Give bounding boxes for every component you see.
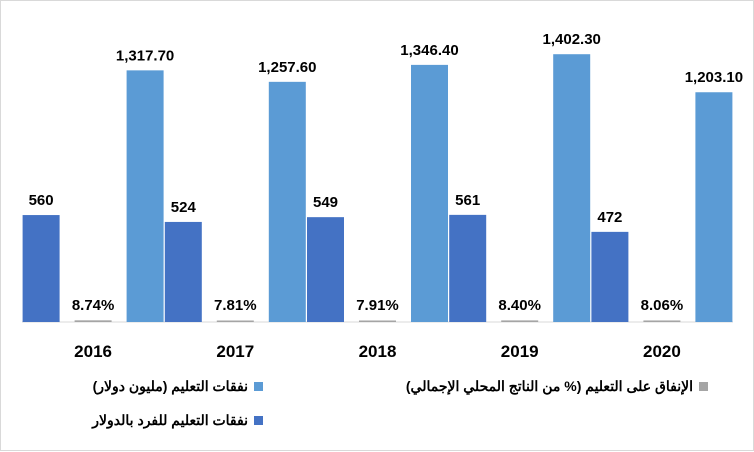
data-label-0-2019: 561: [455, 192, 480, 209]
bar-0-2017: [164, 221, 202, 322]
data-label-1-2020: 8.06%: [641, 297, 684, 314]
bar-0-2018: [307, 217, 344, 322]
bar-0-2019: [449, 214, 487, 322]
data-label-0-2017: 524: [171, 199, 197, 216]
data-label-1-2016: 8.74%: [72, 297, 115, 314]
data-label-1-2019: 8.40%: [498, 297, 541, 314]
legend-item-total: نفقات التعليم (مليون دولار): [93, 378, 263, 395]
bar-2-2016: [126, 70, 164, 322]
x-tick-label-2020: 2020: [643, 342, 681, 361]
data-label-2-2020: 1,203.10: [685, 69, 743, 86]
data-label-1-2018: 7.91%: [356, 297, 399, 314]
legend-label-gdp: الإنفاق على التعليم (% من الناتج المحلي …: [405, 378, 693, 394]
data-label-0-2018: 549: [313, 194, 338, 211]
data-label-2-2019: 1,402.30: [543, 31, 601, 48]
bar-0-2016: [22, 215, 60, 322]
x-tick-label-2017: 2017: [216, 342, 254, 361]
legend-swatch-total: [254, 382, 263, 391]
bar-0-2020: [591, 231, 629, 322]
bar-2-2019: [553, 54, 591, 323]
bar-1-2016: [74, 320, 112, 322]
legend-swatch-per-capita: [254, 416, 263, 425]
data-label-2-2016: 1,317.70: [116, 47, 174, 64]
x-tick-label-2018: 2018: [359, 342, 397, 361]
legend-swatch-gdp: [699, 382, 708, 391]
data-label-0-2016: 560: [29, 192, 54, 209]
legend-item-gdp: الإنفاق على التعليم (% من الناتج المحلي …: [406, 378, 708, 395]
data-label-1-2017: 7.81%: [214, 297, 257, 314]
legend-label-per-capita: نفقات التعليم للفرد بالدولار: [92, 412, 248, 428]
data-label-0-2020: 472: [597, 209, 622, 226]
x-tick-label-2019: 2019: [501, 342, 539, 361]
data-label-2-2017: 1,257.60: [258, 59, 316, 76]
legend-label-total: نفقات التعليم (مليون دولار): [92, 378, 248, 394]
bar-2-2017: [268, 81, 306, 323]
bar-1-2019: [501, 320, 539, 322]
bar-2-2018: [411, 64, 448, 322]
bar-1-2018: [359, 320, 396, 322]
bar-1-2020: [643, 320, 681, 322]
x-tick-label-2016: 2016: [74, 342, 112, 361]
data-label-2-2018: 1,346.40: [400, 42, 458, 59]
bar-2-2020: [695, 92, 733, 323]
bar-1-2017: [216, 320, 254, 322]
legend-item-per-capita: نفقات التعليم للفرد بالدولار: [92, 412, 263, 429]
